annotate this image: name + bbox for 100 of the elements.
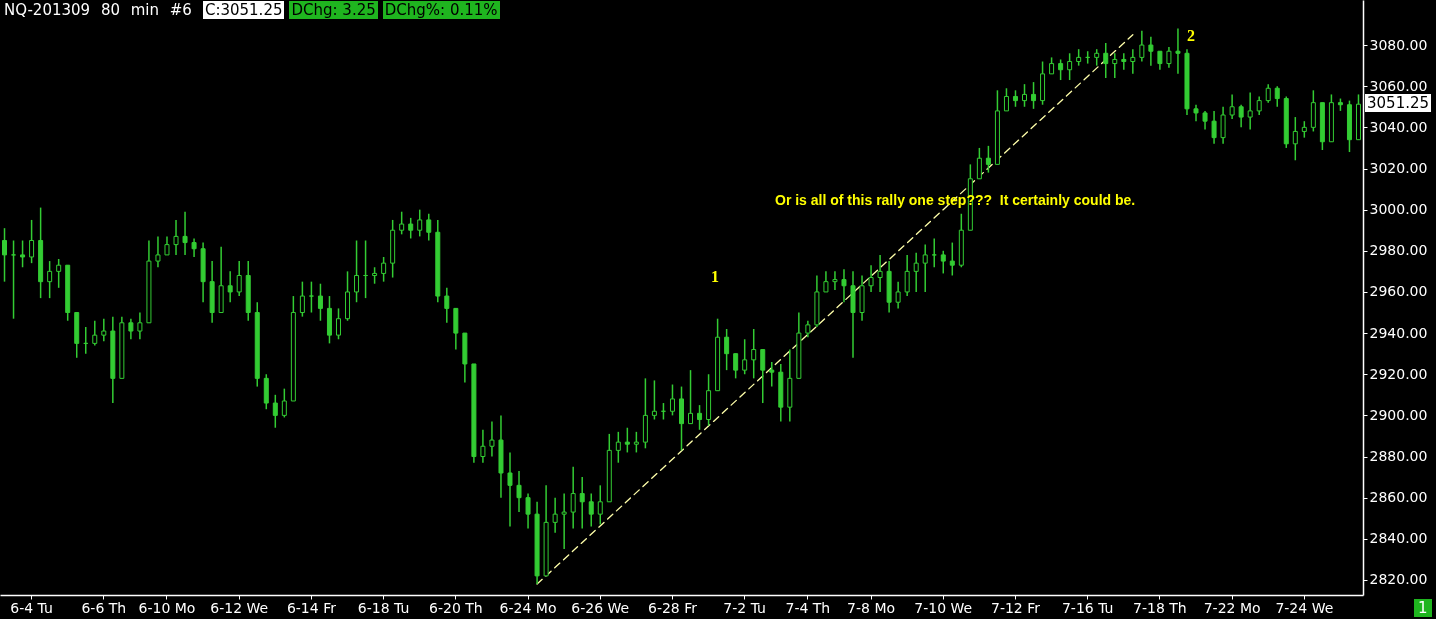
candlestick xyxy=(1121,52,1127,71)
candlestick xyxy=(182,210,188,256)
y-tick-label: 2900.00 xyxy=(1369,406,1428,423)
candlestick xyxy=(426,213,432,242)
candlestick xyxy=(1211,110,1217,145)
candlestick xyxy=(137,311,143,341)
candlestick xyxy=(751,328,757,380)
x-tick-label: 6-26 We xyxy=(571,599,630,616)
candlestick xyxy=(1166,46,1172,69)
candlestick xyxy=(1220,106,1226,145)
candlestick xyxy=(841,268,847,303)
x-tick-label: 6-20 Th xyxy=(429,599,483,616)
x-tick-label: 6-14 Fr xyxy=(286,599,337,616)
x-tick-label: 6-18 Tu xyxy=(357,599,410,616)
candlestick xyxy=(895,280,901,310)
candlestick xyxy=(173,219,179,256)
candlestick xyxy=(480,429,486,464)
candlestick xyxy=(1157,50,1163,71)
x-tick-label: 7-8 Mo xyxy=(847,599,896,616)
candlestick xyxy=(976,147,982,180)
candlestick xyxy=(417,208,423,238)
x-tick-label: 7-18 Th xyxy=(1133,599,1187,616)
x-tick-label: 7-24 We xyxy=(1275,599,1334,616)
candlestick xyxy=(588,492,594,528)
y-tick-label: 3040.00 xyxy=(1369,118,1428,135)
x-tick-label: 6-4 Tu xyxy=(10,599,53,616)
candlestick xyxy=(823,270,829,293)
y-tick-label: 2920.00 xyxy=(1369,365,1428,382)
candlestick xyxy=(56,258,62,289)
candlestick xyxy=(354,239,360,303)
candlestick xyxy=(1031,81,1037,110)
candlestick xyxy=(281,387,287,419)
candlestick xyxy=(399,210,405,236)
candlestick xyxy=(669,383,675,417)
y-tick-label: 2860.00 xyxy=(1369,489,1428,506)
candlestick xyxy=(11,239,17,320)
x-tick-label: 6-10 Mo xyxy=(138,599,196,616)
candlestick xyxy=(317,282,323,322)
candlestick xyxy=(769,361,775,388)
candlestick xyxy=(1003,87,1009,112)
candlestick xyxy=(1103,42,1109,79)
x-tick-label: 7-4 Th xyxy=(785,599,831,616)
candlestick xyxy=(760,348,766,404)
candlestick xyxy=(913,252,919,293)
candlestick xyxy=(20,239,26,269)
candlestick xyxy=(128,317,134,341)
candlestick xyxy=(724,328,730,371)
annotation: 1 xyxy=(711,268,719,285)
y-tick-label: 2980.00 xyxy=(1369,242,1428,259)
candlestick xyxy=(1238,103,1244,129)
y-tick-label: 3000.00 xyxy=(1369,201,1428,218)
chart-title: NQ-201309 80 min #6 xyxy=(4,1,192,19)
candlestick xyxy=(985,145,991,174)
candlestick xyxy=(1022,83,1028,108)
candlestick xyxy=(525,492,531,530)
annotation: DChg: 3.25 xyxy=(289,1,378,19)
candlestick xyxy=(408,217,414,240)
candlestick xyxy=(101,317,107,343)
candlestick xyxy=(931,237,937,269)
candlestick xyxy=(597,484,603,526)
y-tick-label: 2940.00 xyxy=(1369,324,1428,341)
candlestick xyxy=(697,404,703,431)
candlestick xyxy=(29,219,35,264)
candlestick xyxy=(155,235,161,269)
candlestick xyxy=(308,280,314,314)
annotation: C:3051.25 xyxy=(202,1,285,19)
x-tick-label: 6-28 Fr xyxy=(647,599,698,616)
candlestick xyxy=(1148,36,1154,67)
x-tick-label: 7-12 Fr xyxy=(990,599,1041,616)
candlestick xyxy=(1058,58,1064,81)
candlestick xyxy=(579,476,585,530)
candlestick xyxy=(633,431,639,454)
text: 1 xyxy=(1414,599,1432,617)
x-tick-label: 7-16 Tu xyxy=(1061,599,1114,616)
candlestick xyxy=(1067,52,1073,81)
candlestick xyxy=(2,227,8,283)
candlestick xyxy=(381,256,387,283)
y-tick-label: 2840.00 xyxy=(1369,530,1428,547)
y-tick-label: 3080.00 xyxy=(1369,36,1428,53)
candlestick xyxy=(272,394,278,429)
candlestick xyxy=(949,241,955,277)
x-tick-label: 6-24 Mo xyxy=(499,599,557,616)
candlestick xyxy=(561,492,567,550)
candlestick xyxy=(1256,95,1262,116)
candlestick xyxy=(868,264,874,293)
candlestick xyxy=(227,270,233,303)
candlestick xyxy=(688,369,694,425)
candlestick xyxy=(92,320,98,347)
y-tick-label: 3060.00 xyxy=(1369,77,1428,94)
y-tick-label: 2820.00 xyxy=(1369,571,1428,588)
x-tick-label: 6-12 We xyxy=(210,599,269,616)
candlestick xyxy=(1247,91,1253,131)
candlestick xyxy=(299,280,305,318)
x-tick-label: 7-22 Mo xyxy=(1203,599,1261,616)
candlestick xyxy=(733,352,739,380)
candlestick xyxy=(877,254,883,293)
annotation: DChg%: 0.11% xyxy=(382,1,500,19)
candlestick xyxy=(615,431,621,464)
text: 3051.25 xyxy=(1365,94,1432,112)
candlestick xyxy=(1265,83,1271,104)
